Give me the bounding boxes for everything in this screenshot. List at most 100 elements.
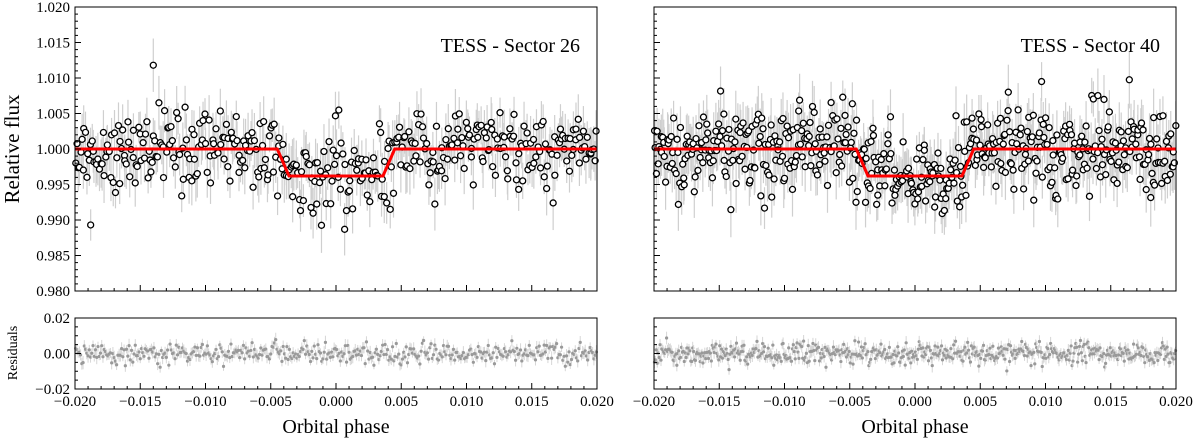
flux-point <box>1094 149 1102 157</box>
flux-point <box>395 123 404 131</box>
flux-point <box>1048 178 1056 187</box>
residual-point <box>1098 346 1102 350</box>
residual-point <box>1084 361 1088 365</box>
flux-point <box>369 154 378 162</box>
flux-point <box>1023 127 1032 136</box>
flux-point <box>206 179 215 187</box>
residual-point <box>404 345 408 349</box>
flux-point <box>327 200 335 208</box>
flux-point <box>489 163 497 171</box>
x-tick-label: −0.010 <box>763 394 805 410</box>
sector26-residual-points <box>74 332 598 373</box>
residual-point <box>362 346 366 350</box>
flux-point <box>345 187 354 195</box>
flux-point <box>500 133 508 141</box>
residual-point <box>811 341 815 346</box>
residual-point <box>471 360 475 364</box>
flux-point <box>1115 158 1123 166</box>
flux-point <box>722 172 730 181</box>
residual-point <box>562 354 566 358</box>
flux-point <box>235 151 243 159</box>
flux-point <box>235 168 243 177</box>
flux-point <box>1081 138 1089 146</box>
flux-point <box>467 153 476 161</box>
flux-point <box>331 112 340 120</box>
residual-point <box>995 356 1000 360</box>
residual-point <box>1008 359 1012 364</box>
flux-point <box>78 135 86 143</box>
flux-point <box>419 134 428 142</box>
flux-point <box>168 137 177 145</box>
flux-point <box>328 177 336 185</box>
x-tick-label: −0.015 <box>698 394 740 410</box>
flux-point <box>738 152 746 161</box>
flux-point <box>425 181 433 189</box>
residual-point <box>359 353 364 358</box>
residual-point <box>138 357 142 361</box>
residual-point <box>653 358 657 362</box>
residual-point <box>157 352 161 356</box>
flux-point <box>1065 120 1074 129</box>
residual-point <box>308 359 313 364</box>
flux-point <box>736 128 744 137</box>
residual-point <box>1071 359 1075 363</box>
flux-point <box>416 158 424 166</box>
residual-point <box>93 348 98 352</box>
flux-point <box>977 115 985 124</box>
residual-point <box>714 342 718 346</box>
flux-point <box>796 140 805 148</box>
residual-point <box>1122 359 1126 363</box>
residual-point <box>537 344 541 348</box>
residual-point <box>787 346 791 350</box>
residual-point <box>980 349 985 353</box>
residual-point <box>210 360 214 364</box>
residual-point <box>479 350 483 354</box>
flux-point <box>329 146 337 154</box>
residual-point <box>1126 348 1130 352</box>
flux-point <box>250 136 259 145</box>
flux-point <box>1078 132 1086 140</box>
flux-point <box>190 130 198 139</box>
residual-point <box>781 341 785 346</box>
residual-point <box>965 351 969 355</box>
flux-point <box>797 127 806 135</box>
flux-point <box>956 162 965 171</box>
flux-point <box>1003 116 1011 124</box>
residual-point <box>737 352 741 356</box>
y-tick-label: 0.980 <box>36 284 70 300</box>
residual-point <box>972 345 976 349</box>
flux-point <box>765 171 773 179</box>
residual-point <box>484 359 488 363</box>
residual-point <box>436 358 441 362</box>
flux-point <box>806 118 814 127</box>
flux-point <box>914 195 922 203</box>
flux-point <box>315 179 324 187</box>
residual-point <box>87 348 91 352</box>
flux-point <box>1072 181 1080 190</box>
flux-point <box>1049 136 1057 145</box>
flux-point <box>523 129 531 137</box>
flux-point <box>549 199 557 207</box>
residual-point <box>791 343 795 347</box>
residual-point <box>527 343 531 347</box>
residual-point <box>229 342 233 346</box>
residual-point <box>1082 342 1086 347</box>
residual-point <box>1076 352 1081 356</box>
residual-point <box>195 346 200 350</box>
flux-point <box>296 206 305 215</box>
flux-point <box>1004 88 1012 96</box>
flux-point <box>512 159 520 167</box>
flux-point <box>460 164 468 173</box>
residual-point <box>831 345 836 349</box>
flux-point <box>1076 151 1084 159</box>
flux-point <box>98 160 106 168</box>
residual-point <box>371 355 375 359</box>
flux-point <box>816 125 824 133</box>
residual-point <box>678 355 683 360</box>
residual-point <box>1005 369 1009 373</box>
flux-point <box>340 225 349 233</box>
flux-point <box>249 183 257 191</box>
flux-point <box>383 199 391 207</box>
flux-point <box>1095 126 1103 135</box>
flux-point <box>833 115 841 123</box>
